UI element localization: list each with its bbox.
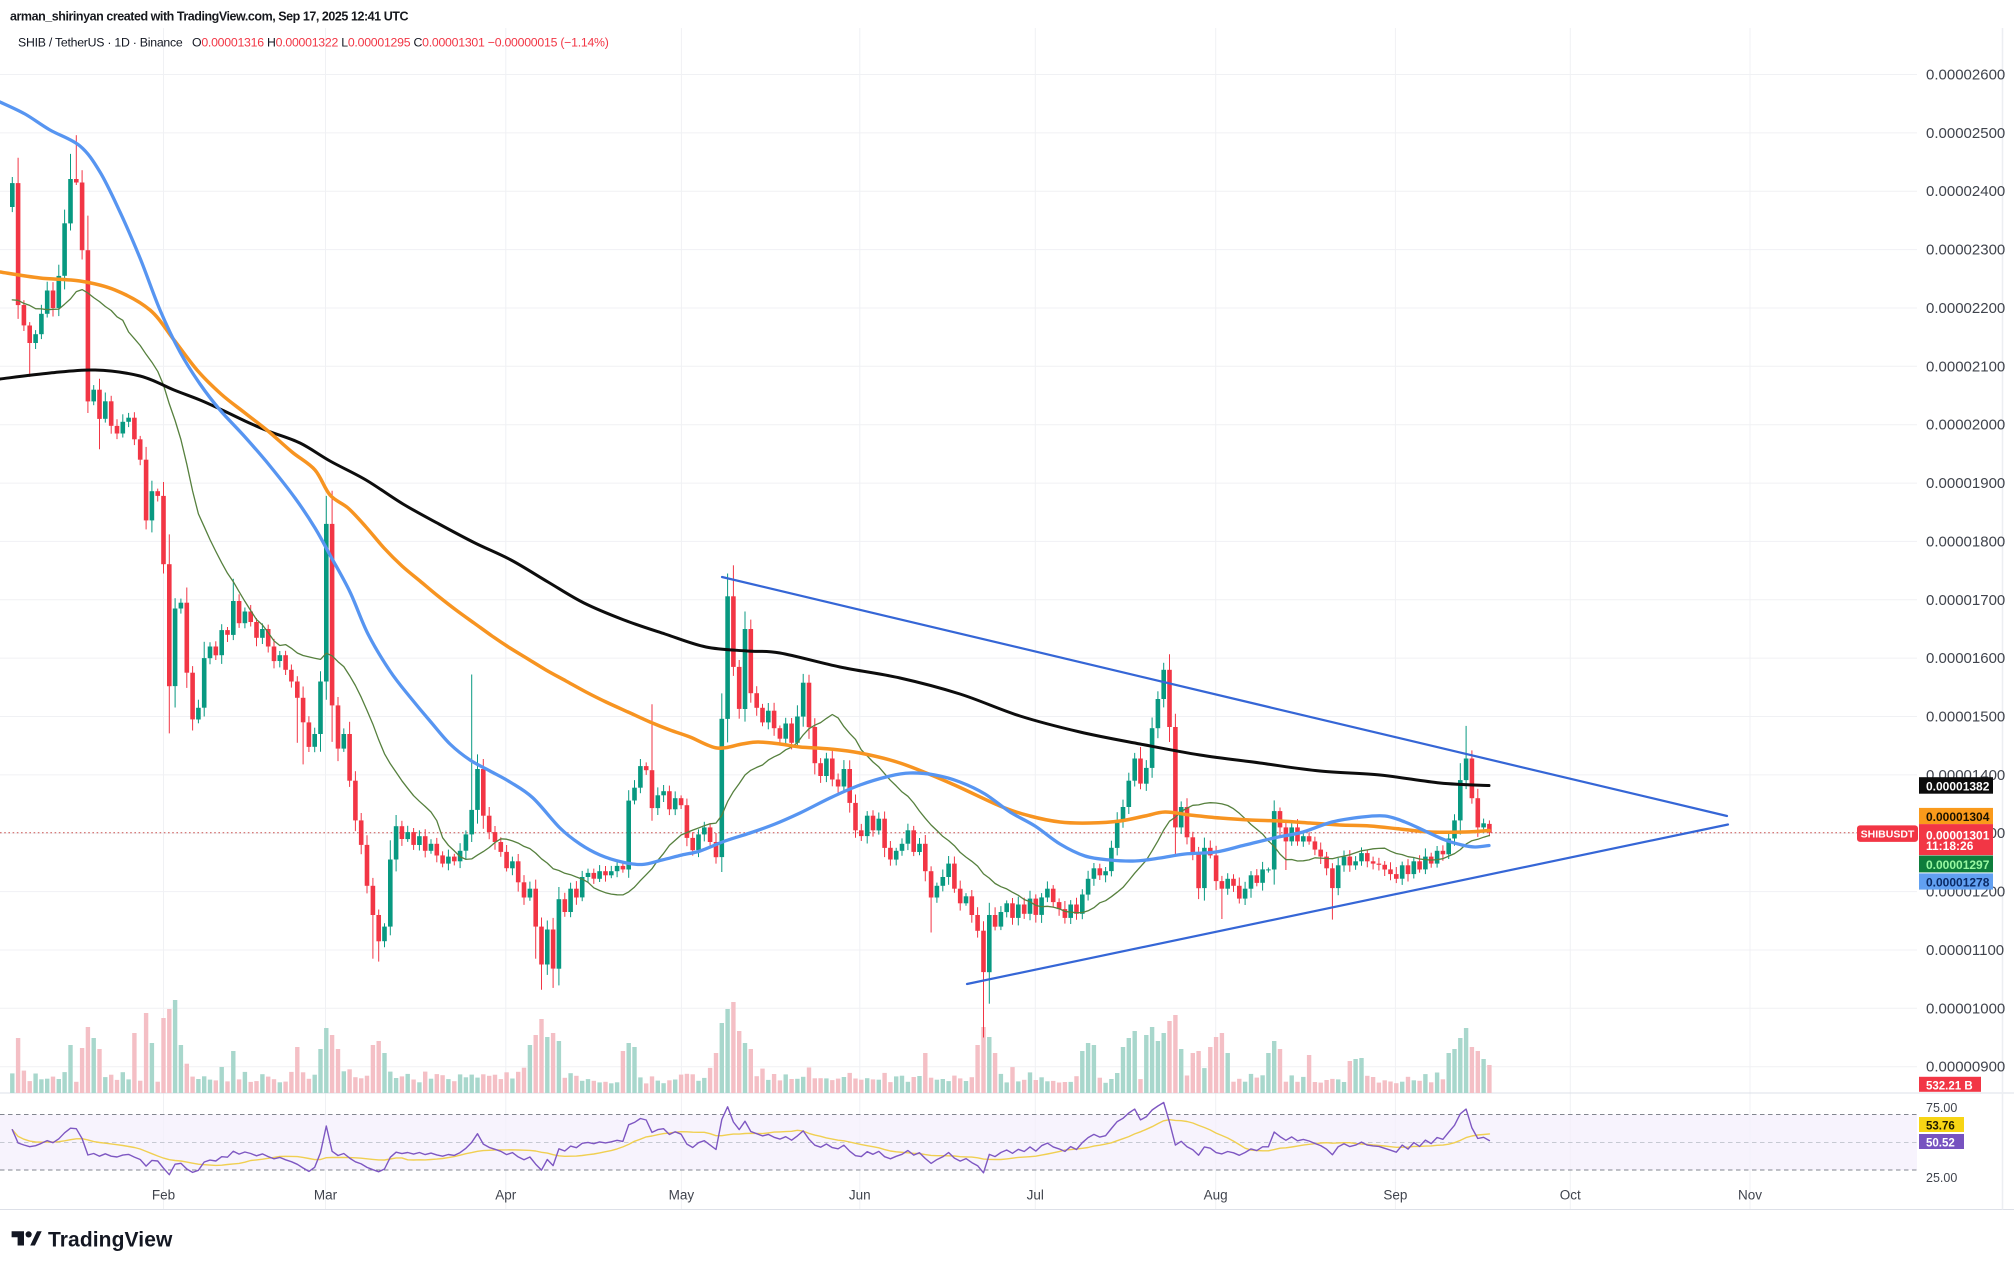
- svg-text:75.00: 75.00: [1926, 1101, 1957, 1115]
- svg-text:0.00002500: 0.00002500: [1926, 125, 2005, 142]
- svg-text:May: May: [669, 1188, 695, 1203]
- svg-text:532.21 B: 532.21 B: [1926, 1080, 1973, 1092]
- svg-text:Feb: Feb: [152, 1188, 175, 1203]
- svg-text:Mar: Mar: [314, 1188, 338, 1203]
- svg-text:0.00001700: 0.00001700: [1926, 592, 2005, 609]
- svg-text:0.00001301: 0.00001301: [1926, 828, 1990, 842]
- svg-text:Oct: Oct: [1560, 1188, 1581, 1203]
- svg-text:Apr: Apr: [495, 1188, 517, 1203]
- svg-text:SHIB / TetherUS · 1D · Binance: SHIB / TetherUS · 1D · Binance O0.000013…: [18, 36, 609, 50]
- svg-text:25.00: 25.00: [1926, 1171, 1957, 1185]
- svg-text:0.00001297: 0.00001297: [1926, 858, 1990, 872]
- svg-text:0.00002000: 0.00002000: [1926, 417, 2005, 434]
- svg-text:0.00001304: 0.00001304: [1926, 810, 1990, 824]
- svg-text:Sep: Sep: [1383, 1188, 1407, 1203]
- svg-text:0.00002300: 0.00002300: [1926, 242, 2005, 259]
- svg-text:0.00001900: 0.00001900: [1926, 475, 2005, 492]
- svg-text:0.00001382: 0.00001382: [1926, 780, 1990, 794]
- svg-text:0.00002400: 0.00002400: [1926, 183, 2005, 200]
- svg-text:0.00001000: 0.00001000: [1926, 1000, 2005, 1017]
- svg-text:0.00001600: 0.00001600: [1926, 650, 2005, 667]
- svg-text:0.00001500: 0.00001500: [1926, 709, 2005, 726]
- svg-text:0.00002600: 0.00002600: [1926, 67, 2005, 84]
- svg-text:0.00001278: 0.00001278: [1926, 876, 1990, 890]
- svg-text:0.00001800: 0.00001800: [1926, 533, 2005, 550]
- svg-text:0.00000900: 0.00000900: [1926, 1059, 2005, 1076]
- svg-text:0.00002200: 0.00002200: [1926, 300, 2005, 317]
- svg-text:arman_shirinyan created with T: arman_shirinyan created with TradingView…: [10, 10, 408, 24]
- svg-text:0.00002100: 0.00002100: [1926, 358, 2005, 375]
- svg-text:Jun: Jun: [849, 1188, 871, 1203]
- svg-text:50.52: 50.52: [1926, 1138, 1955, 1150]
- svg-text:Jul: Jul: [1027, 1188, 1044, 1203]
- svg-text:11:18:26: 11:18:26: [1926, 839, 1974, 853]
- svg-text:Nov: Nov: [1738, 1188, 1762, 1203]
- svg-text:TradingView: TradingView: [48, 1229, 173, 1252]
- svg-text:0.00001100: 0.00001100: [1926, 942, 2004, 959]
- svg-text:Aug: Aug: [1204, 1188, 1228, 1203]
- svg-text:SHIBUSDT: SHIBUSDT: [1861, 828, 1915, 840]
- svg-text:53.76: 53.76: [1926, 1121, 1955, 1133]
